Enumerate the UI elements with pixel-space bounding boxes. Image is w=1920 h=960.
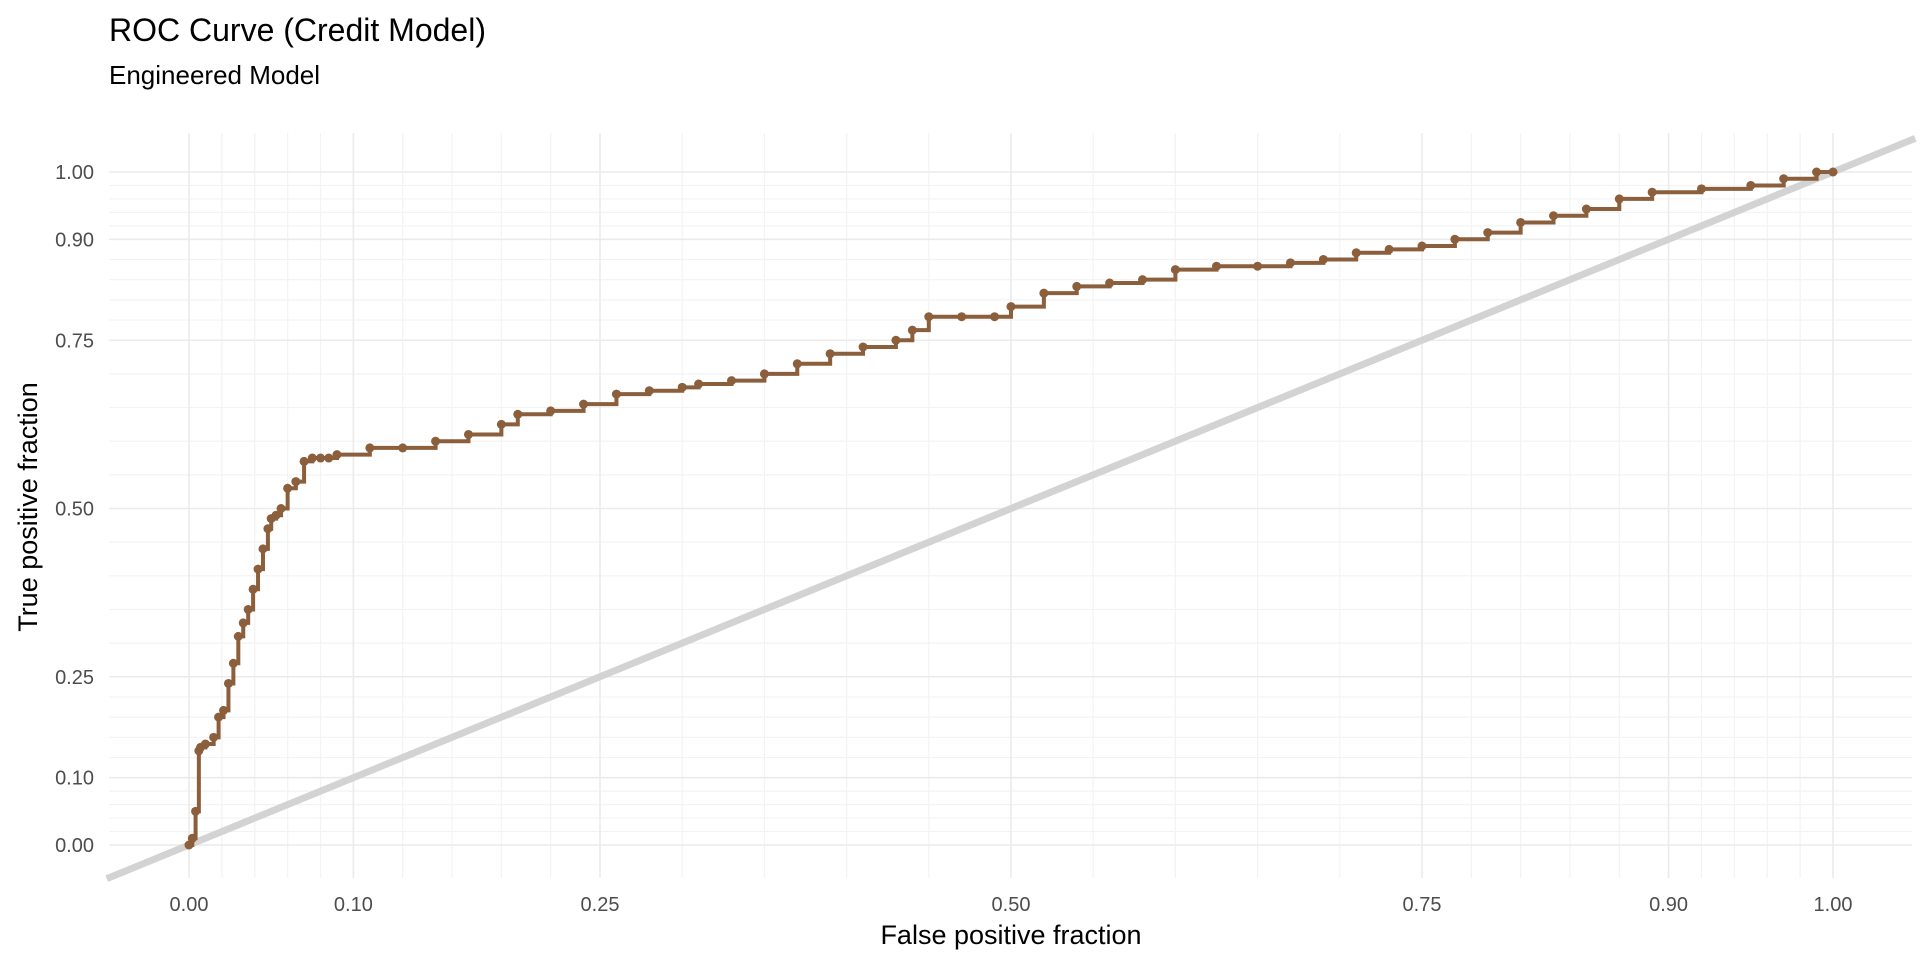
roc-point (1006, 302, 1016, 312)
y-tick-label: 0.10 (55, 768, 94, 790)
roc-point (398, 443, 408, 453)
roc-point (209, 732, 219, 742)
roc-point (248, 584, 258, 594)
roc-point (1212, 261, 1221, 271)
roc-point (759, 369, 769, 379)
roc-point (184, 840, 194, 850)
roc-point (1549, 211, 1559, 221)
roc-curve-points (184, 167, 1838, 850)
roc-point (891, 335, 901, 345)
roc-point (1170, 265, 1180, 275)
x-tick-label: 0.75 (1403, 894, 1442, 916)
roc-point (223, 678, 233, 688)
roc-point (611, 389, 621, 399)
roc-point (579, 399, 589, 409)
x-tick-label: 0.10 (334, 894, 373, 916)
roc-point (1384, 244, 1394, 254)
roc-point (496, 419, 506, 429)
roc-point (644, 386, 654, 396)
roc-point (463, 429, 473, 439)
roc-point (1039, 288, 1049, 298)
roc-point (677, 382, 687, 392)
roc-point (924, 312, 934, 322)
roc-point (1516, 217, 1526, 227)
roc-point (1647, 187, 1657, 197)
roc-point (324, 453, 334, 463)
roc-point (1105, 278, 1115, 288)
roc-point (825, 349, 835, 359)
roc-point (694, 379, 704, 389)
roc-point (431, 436, 441, 446)
y-tick-label: 0.50 (55, 499, 94, 521)
roc-point (1253, 261, 1263, 271)
roc-point (253, 564, 263, 574)
x-tick-label: 1.00 (1814, 894, 1853, 916)
roc-point (1351, 248, 1361, 258)
y-tick-label: 1.00 (55, 162, 94, 184)
x-tick-label: 0.90 (1649, 894, 1688, 916)
roc-point (957, 312, 967, 322)
roc-point (238, 618, 248, 628)
y-tick-label: 0.75 (55, 330, 94, 352)
x-tick-label: 0.00 (170, 894, 209, 916)
y-tick-label: 0.25 (55, 667, 94, 689)
roc-point (365, 443, 375, 453)
roc-point (307, 453, 317, 463)
x-tick-label: 0.50 (992, 894, 1031, 916)
roc-point (546, 406, 556, 416)
roc-point (1072, 281, 1082, 291)
roc-point (276, 504, 286, 513)
roc-point (792, 359, 802, 369)
major-gridlines (109, 133, 1912, 878)
roc-point (1779, 174, 1789, 184)
x-tick-label: 0.25 (581, 894, 620, 916)
roc-point (316, 453, 326, 463)
roc-point (191, 806, 201, 816)
roc-point (1746, 180, 1756, 190)
roc-point (1614, 194, 1624, 204)
roc-point (1581, 204, 1591, 214)
chart-subtitle: Engineered Model (109, 60, 320, 90)
y-tick-label: 0.00 (55, 835, 94, 857)
roc-point (858, 342, 868, 352)
roc-point (1812, 167, 1822, 177)
roc-point (187, 833, 197, 843)
chart-title: ROC Curve (Credit Model) (109, 12, 486, 48)
reference-diagonal-line (105, 135, 1917, 882)
roc-point (1483, 228, 1493, 238)
roc-point (258, 544, 268, 554)
roc-point (1138, 275, 1148, 285)
roc-point (332, 450, 342, 460)
roc-point (1828, 167, 1838, 177)
roc-point (1450, 234, 1460, 244)
roc-point (1318, 254, 1328, 264)
y-axis-label: True positive fraction (13, 382, 43, 632)
roc-point (219, 705, 229, 715)
roc-point (228, 658, 238, 668)
roc-point (299, 456, 309, 466)
x-axis-label: False positive fraction (880, 920, 1141, 950)
y-tick-label: 0.90 (55, 229, 94, 251)
roc-point (243, 604, 253, 614)
roc-point (291, 477, 301, 487)
roc-point (200, 739, 210, 749)
roc-point (1285, 258, 1295, 268)
y-axis-ticks: 0.00 0.10 0.25 0.50 0.75 0.90 1.00 (55, 162, 94, 857)
roc-point (990, 312, 1000, 322)
roc-point (271, 510, 281, 520)
roc-point (513, 409, 523, 419)
roc-point (727, 376, 737, 386)
roc-point (283, 483, 293, 493)
roc-point (214, 712, 224, 722)
roc-point (263, 524, 273, 534)
x-axis-ticks: 0.00 0.10 0.25 0.50 0.75 0.90 1.00 (170, 894, 1853, 916)
roc-point (233, 631, 243, 641)
roc-point (1696, 184, 1706, 194)
roc-point (907, 325, 917, 335)
roc-point (1417, 241, 1427, 251)
